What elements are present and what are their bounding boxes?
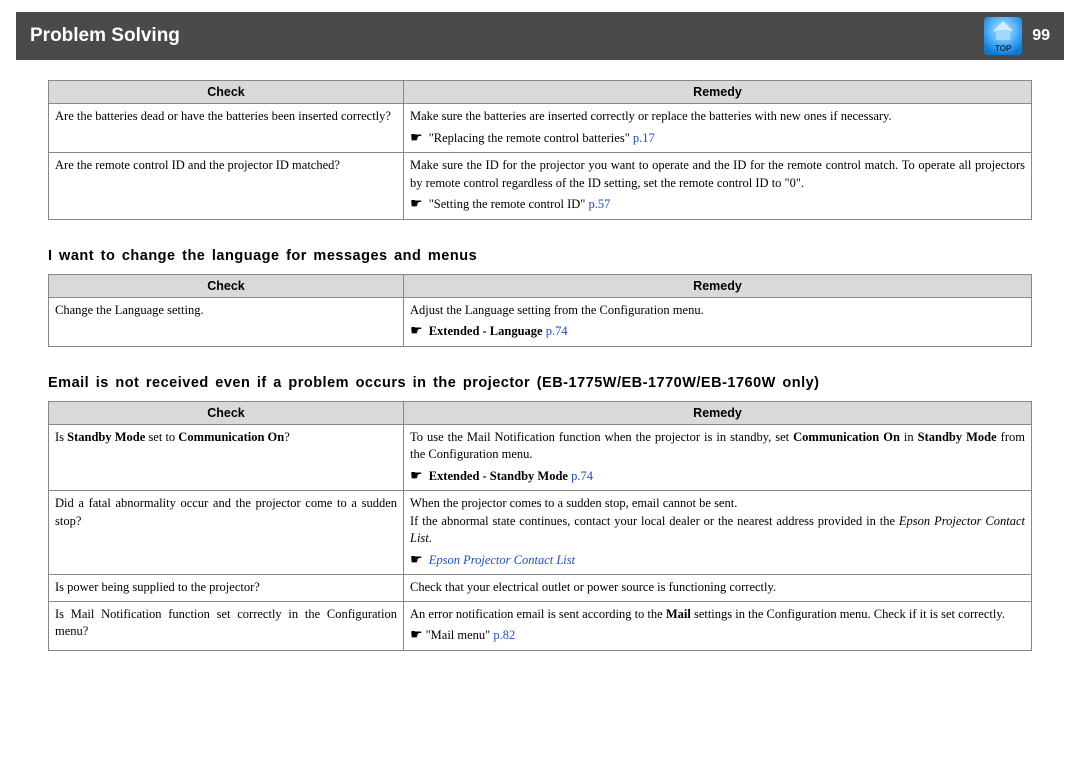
- pointer-icon: ☛: [410, 195, 423, 215]
- page-number: 99: [1032, 27, 1050, 45]
- page-header: Problem Solving TOP 99: [16, 12, 1064, 60]
- cell-remedy: Check that your electrical outlet or pow…: [404, 575, 1032, 602]
- cell-remedy: An error notification email is sent acco…: [404, 601, 1032, 650]
- page-link[interactable]: p.17: [633, 131, 655, 145]
- th-remedy: Remedy: [404, 401, 1032, 424]
- contact-list-link[interactable]: Epson Projector Contact List: [429, 553, 575, 567]
- th-check: Check: [49, 81, 404, 104]
- cell-check: Did a fatal abnormality occur and the pr…: [49, 491, 404, 575]
- cell-remedy: Make sure the ID for the projector you w…: [404, 153, 1032, 220]
- table-row: Is power being supplied to the projector…: [49, 575, 1032, 602]
- section-heading-language: I want to change the language for messag…: [48, 248, 1032, 264]
- cell-remedy: To use the Mail Notification function wh…: [404, 424, 1032, 491]
- page-link[interactable]: p.57: [589, 197, 611, 211]
- cell-check: Is Standby Mode set to Communication On?: [49, 424, 404, 491]
- troubleshoot-table-2: Check Remedy Change the Language setting…: [48, 274, 1032, 347]
- pointer-icon: ☛: [410, 626, 423, 646]
- table-row: Did a fatal abnormality occur and the pr…: [49, 491, 1032, 575]
- troubleshoot-table-3: Check Remedy Is Standby Mode set to Comm…: [48, 401, 1032, 651]
- th-remedy: Remedy: [404, 274, 1032, 297]
- cell-check: Are the remote control ID and the projec…: [49, 153, 404, 220]
- pointer-icon: ☛: [410, 551, 423, 571]
- page-link[interactable]: p.74: [546, 324, 568, 338]
- table-row: Change the Language setting. Adjust the …: [49, 297, 1032, 346]
- header-right: TOP 99: [984, 17, 1050, 55]
- page-link[interactable]: p.82: [493, 628, 515, 642]
- cell-check: Is power being supplied to the projector…: [49, 575, 404, 602]
- pointer-icon: ☛: [410, 467, 423, 487]
- cell-remedy: When the projector comes to a sudden sto…: [404, 491, 1032, 575]
- cell-remedy: Adjust the Language setting from the Con…: [404, 297, 1032, 346]
- pointer-icon: ☛: [410, 322, 423, 342]
- section-heading-email: Email is not received even if a problem …: [48, 375, 1032, 391]
- table-row: Are the remote control ID and the projec…: [49, 153, 1032, 220]
- content: Check Remedy Are the batteries dead or h…: [0, 60, 1080, 699]
- cell-check: Change the Language setting.: [49, 297, 404, 346]
- table-row: Is Mail Notification function set correc…: [49, 601, 1032, 650]
- top-home-icon[interactable]: TOP: [984, 17, 1022, 55]
- page-link[interactable]: p.74: [571, 469, 593, 483]
- cell-check: Are the batteries dead or have the batte…: [49, 104, 404, 153]
- table-row: Is Standby Mode set to Communication On?…: [49, 424, 1032, 491]
- table-row: Are the batteries dead or have the batte…: [49, 104, 1032, 153]
- page-title: Problem Solving: [30, 25, 180, 47]
- cell-remedy: Make sure the batteries are inserted cor…: [404, 104, 1032, 153]
- th-check: Check: [49, 401, 404, 424]
- pointer-icon: ☛: [410, 129, 423, 149]
- th-check: Check: [49, 274, 404, 297]
- th-remedy: Remedy: [404, 81, 1032, 104]
- cell-check: Is Mail Notification function set correc…: [49, 601, 404, 650]
- troubleshoot-table-1: Check Remedy Are the batteries dead or h…: [48, 80, 1032, 220]
